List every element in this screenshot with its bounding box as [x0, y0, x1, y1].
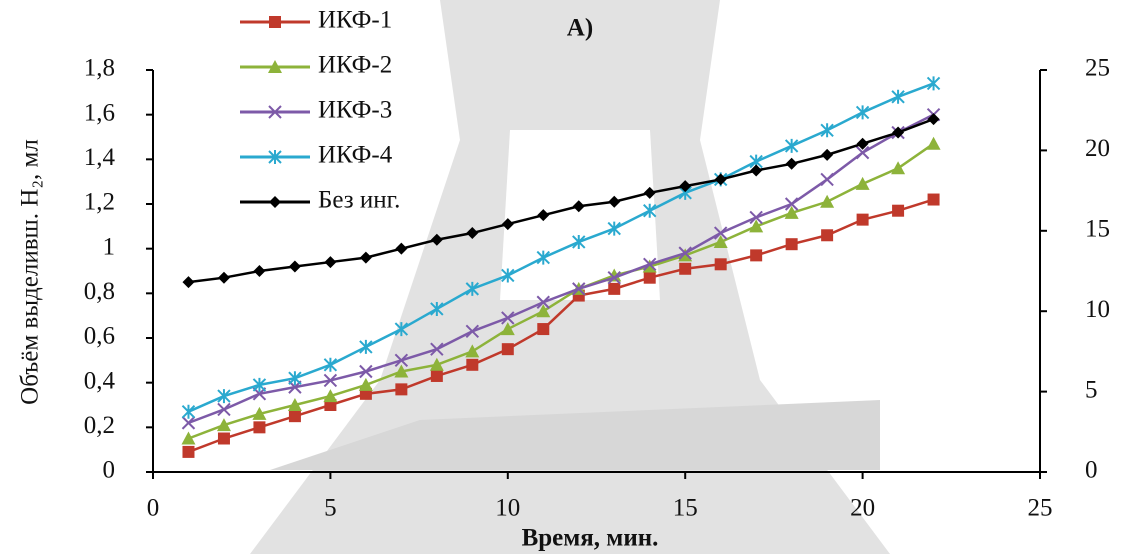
marker: [324, 256, 336, 268]
marker: [892, 205, 904, 217]
background-tower: [250, 0, 890, 554]
y2-tick-label: 5: [1085, 376, 1098, 403]
marker: [360, 340, 372, 354]
marker: [218, 403, 230, 415]
legend-label: ИКФ-1: [318, 7, 392, 34]
y2-tick-label: 25: [1085, 55, 1110, 82]
marker: [857, 105, 869, 119]
legend-marker: [269, 196, 281, 208]
legend-label: ИКФ-2: [318, 52, 392, 79]
x-tick-label: 0: [147, 495, 160, 522]
marker: [786, 139, 798, 153]
marker: [927, 137, 941, 150]
y2-tick-label: 20: [1085, 135, 1110, 162]
marker: [182, 276, 194, 288]
marker: [324, 358, 336, 372]
marker: [289, 261, 301, 273]
x-tick-label: 5: [324, 495, 337, 522]
marker: [218, 272, 230, 284]
marker: [182, 405, 194, 419]
y-axis-label: Объём выделивш. H₂, мл: [17, 139, 44, 405]
y-tick-label: 1: [103, 233, 116, 260]
marker: [892, 90, 904, 104]
y-tick-label: 1,2: [84, 189, 115, 216]
y2-tick-label: 15: [1085, 216, 1110, 243]
marker: [856, 177, 870, 190]
legend-label: Без инг.: [318, 187, 400, 214]
legend-label: ИКФ-3: [318, 97, 392, 124]
marker: [253, 421, 265, 433]
marker: [820, 195, 834, 208]
y-tick-label: 1,6: [84, 99, 115, 126]
y2-tick-label: 10: [1085, 296, 1110, 323]
marker: [679, 263, 691, 275]
marker: [644, 272, 656, 284]
marker: [786, 158, 798, 170]
y-tick-label: 1,4: [84, 144, 116, 171]
chart-title: А): [567, 15, 593, 42]
marker: [928, 76, 940, 90]
marker: [395, 383, 407, 395]
marker: [786, 238, 798, 250]
marker: [360, 252, 372, 264]
x-tick-label: 20: [850, 495, 875, 522]
y-tick-label: 0,2: [84, 412, 115, 439]
marker: [431, 370, 443, 382]
marker: [537, 323, 549, 335]
marker: [608, 283, 620, 295]
legend-marker: [269, 16, 281, 28]
marker: [182, 446, 194, 458]
marker: [891, 161, 905, 174]
marker: [928, 113, 940, 125]
x-tick-label: 10: [495, 495, 520, 522]
marker: [502, 343, 514, 355]
marker: [359, 378, 373, 391]
marker: [466, 359, 478, 371]
marker: [821, 123, 833, 137]
y-tick-label: 0: [103, 457, 116, 484]
marker: [857, 214, 869, 226]
marker: [750, 249, 762, 261]
marker: [289, 410, 301, 422]
x-axis-label: Время, мин.: [522, 525, 659, 552]
marker: [253, 265, 265, 277]
y-tick-label: 1,8: [84, 55, 115, 82]
marker: [395, 243, 407, 255]
marker: [821, 149, 833, 161]
marker: [715, 258, 727, 270]
chart: А) Время, мин. Объём выделивш. H₂, мл 0 0…: [0, 0, 1140, 554]
marker: [218, 433, 230, 445]
x-tick-label: 25: [1028, 495, 1053, 522]
legend-label: ИКФ-4: [318, 142, 393, 169]
marker: [821, 229, 833, 241]
y-tick-label: 0,8: [84, 278, 115, 305]
marker: [218, 389, 230, 403]
marker: [928, 194, 940, 206]
y-tick-label: 0,4: [84, 367, 116, 394]
y-tick-label: 0,6: [84, 323, 115, 350]
x-tick-label: 15: [673, 495, 698, 522]
y2-tick-label: 0: [1085, 457, 1098, 484]
marker: [821, 173, 833, 185]
marker: [181, 432, 195, 445]
